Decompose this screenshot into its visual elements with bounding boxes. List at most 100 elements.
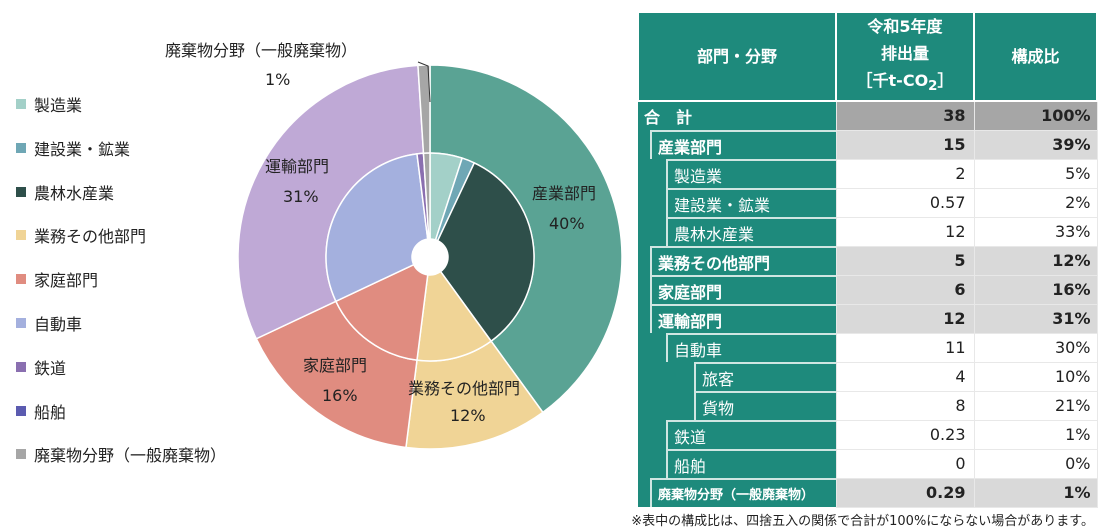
row-ratio: 2%: [973, 187, 1098, 218]
row-ratio: 12%: [973, 245, 1098, 276]
legend-label: 建設業・鉱業: [34, 139, 131, 159]
legend-label: 業務その他部門: [34, 227, 147, 247]
inner-slice: [416, 270, 493, 362]
row-label-cell: 業務その他部門: [638, 246, 836, 276]
label-business-pct: 12%: [450, 406, 486, 425]
row-label-cell: 貨物: [638, 391, 836, 421]
row-label-cell: 鉄道: [638, 420, 836, 450]
row-value: 15: [835, 129, 975, 160]
header-unit-sub: 2: [928, 79, 938, 95]
legend-item: 家庭部門: [16, 267, 98, 291]
table-row: 貨物 8 21%: [638, 390, 1098, 421]
table-row: 鉄道 0.23 1%: [638, 419, 1098, 450]
donut-chart: [237, 61, 623, 450]
table-row: 運輸部門 12 31%: [638, 303, 1098, 334]
label-transport-name: 運輸部門: [265, 157, 330, 176]
row-label: 産業部門: [650, 130, 836, 160]
row-value: 0.29: [835, 477, 975, 508]
row-ratio: 21%: [973, 390, 1098, 421]
legend-swatch: [16, 230, 26, 241]
inner-slice: [334, 263, 429, 362]
row-value: 11: [835, 332, 975, 363]
legend-label: 自動車: [34, 315, 83, 334]
leader-line: [417, 61, 431, 103]
legend-item: 建設業・鉱業: [16, 136, 130, 160]
emissions-table: 部門・分野 令和5年度 排出量 ［千t-CO2］ 構成比 合 計 38 100%…: [637, 10, 1098, 508]
legend-swatch: [16, 274, 26, 285]
label-industry-pct: 40%: [549, 214, 585, 233]
table-row: 廃棄物分野（一般廃棄物） 0.29 1%: [638, 477, 1098, 508]
row-label: 廃棄物分野（一般廃棄物）: [650, 478, 836, 508]
row-value: 0: [835, 448, 975, 479]
table-row: 業務その他部門 5 12%: [638, 245, 1098, 276]
row-label: 船舶: [666, 449, 836, 479]
footnote: ※表中の構成比は、四捨五入の関係で合計が100%にならない場合があります。: [631, 514, 1094, 529]
row-label: 農林水産業: [666, 217, 836, 247]
legend-item: 廃棄物分野（一般廃棄物）: [16, 442, 226, 466]
row-value: 2: [835, 158, 975, 189]
row-label-cell: 運輸部門: [638, 304, 836, 334]
row-ratio: 10%: [973, 361, 1098, 392]
label-waste-pct: 1%: [265, 70, 291, 89]
label-household-name: 家庭部門: [303, 356, 368, 375]
header-emission-label: 排出量: [880, 44, 929, 63]
row-ratio: 16%: [973, 274, 1098, 305]
table-row: 合 計 38 100%: [638, 100, 1098, 131]
row-label: 貨物: [694, 391, 836, 421]
label-business-name: 業務その他部門: [408, 379, 521, 398]
legend-item: 船舶: [16, 399, 66, 423]
inner-slice: [436, 161, 535, 343]
label-transport-pct: 31%: [283, 187, 319, 206]
row-label: 自動車: [666, 333, 836, 363]
legend-swatch: [16, 186, 26, 197]
row-label-cell: 産業部門: [638, 130, 836, 160]
table-row: 農林水産業 12 33%: [638, 216, 1098, 247]
row-value: 38: [835, 100, 975, 131]
row-label: 建設業・鉱業: [666, 188, 836, 218]
table-row: 自動車 11 30%: [638, 332, 1098, 363]
table-row: 産業部門 15 39%: [638, 129, 1098, 160]
header-emissions: 令和5年度 排出量 ［千t-CO2］: [835, 10, 975, 103]
row-label: 運輸部門: [650, 304, 836, 334]
header-ratio: 構成比: [973, 10, 1098, 103]
label-household-pct: 16%: [322, 386, 358, 405]
row-value: 6: [835, 274, 975, 305]
row-label: 旅客: [694, 362, 836, 392]
row-label-cell: 旅客: [638, 362, 836, 392]
row-ratio: 39%: [973, 129, 1098, 160]
legend-label: 家庭部門: [34, 271, 99, 291]
table-row: 建設業・鉱業 0.57 2%: [638, 187, 1098, 218]
table-row: 旅客 4 10%: [638, 361, 1098, 392]
legend-item: 自動車: [16, 311, 82, 335]
row-label-cell: 家庭部門: [638, 275, 836, 305]
row-label-cell: 製造業: [638, 159, 836, 189]
legend-swatch: [16, 361, 26, 372]
row-ratio: 30%: [973, 332, 1098, 363]
row-label-cell: 合 計: [638, 101, 836, 131]
row-ratio: 1%: [973, 419, 1098, 450]
table-row: 家庭部門 6 16%: [638, 274, 1098, 305]
row-value: 5: [835, 245, 975, 276]
header-unit: ［千t-CO: [856, 71, 929, 90]
row-label: 家庭部門: [650, 275, 836, 305]
header-year: 令和5年度: [867, 17, 943, 36]
legend-label: 廃棄物分野（一般廃棄物）: [34, 446, 227, 466]
table-row: 船舶 0 0%: [638, 448, 1098, 479]
header-unit-close: ］: [937, 71, 954, 90]
row-label: 鉄道: [666, 420, 836, 450]
row-value: 12: [835, 303, 975, 334]
row-label: 合 計: [644, 108, 693, 128]
row-label-cell: 船舶: [638, 449, 836, 479]
inner-slice: [325, 152, 429, 303]
legend-swatch: [16, 405, 26, 416]
label-industry-name: 産業部門: [532, 184, 597, 203]
row-value: 4: [835, 361, 975, 392]
legend-swatch: [16, 142, 26, 153]
legend-label: 鉄道: [34, 358, 67, 378]
row-label: 業務その他部門: [650, 246, 836, 276]
legend-swatch: [16, 99, 26, 109]
row-ratio: 0%: [973, 448, 1098, 479]
table-row: 製造業 2 5%: [638, 158, 1098, 189]
header-sector: 部門・分野: [637, 10, 837, 103]
legend-item: 業務その他部門: [16, 223, 146, 247]
